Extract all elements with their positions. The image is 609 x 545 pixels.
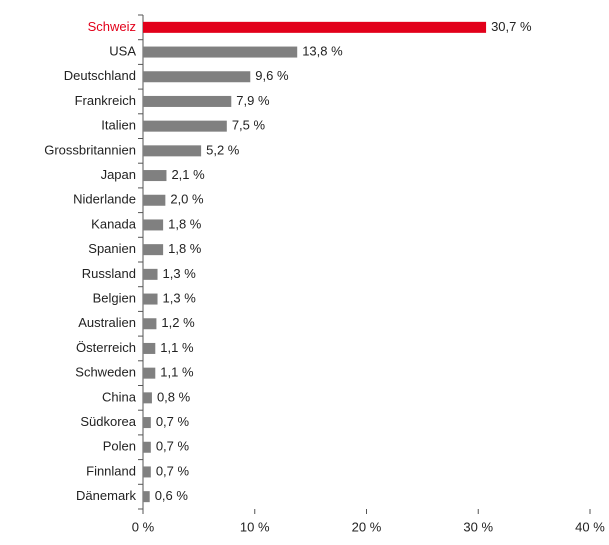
x-tick-label: 10 % bbox=[240, 519, 270, 534]
y-tick-label: Finnland bbox=[86, 463, 136, 478]
y-tick-label: Italien bbox=[101, 118, 136, 133]
value-label: 5,2 % bbox=[206, 142, 240, 157]
y-tick-label: Dänemark bbox=[76, 488, 136, 503]
bar bbox=[143, 120, 227, 132]
bar bbox=[143, 170, 167, 182]
bar bbox=[143, 194, 166, 206]
value-label: 7,9 % bbox=[236, 93, 270, 108]
bar bbox=[143, 318, 157, 330]
value-label: 0,7 % bbox=[156, 439, 190, 454]
value-label: 1,1 % bbox=[160, 365, 194, 380]
y-tick-label: Schweden bbox=[75, 365, 136, 380]
y-tick-label: Belgien bbox=[93, 290, 136, 305]
y-tick-label: Deutschland bbox=[64, 68, 136, 83]
y-tick-label: USA bbox=[109, 43, 136, 58]
y-tick-label: Australien bbox=[78, 315, 136, 330]
y-tick-label: Spanien bbox=[88, 241, 136, 256]
bar bbox=[143, 293, 158, 305]
bar bbox=[143, 219, 164, 231]
x-tick-label: 20 % bbox=[352, 519, 382, 534]
bar bbox=[143, 441, 151, 453]
bar bbox=[143, 145, 202, 157]
value-label: 0,7 % bbox=[156, 463, 190, 478]
y-tick-label: Japan bbox=[101, 167, 136, 182]
bar bbox=[143, 71, 251, 83]
y-tick-label: Russland bbox=[82, 266, 136, 281]
value-label: 0,7 % bbox=[156, 414, 190, 429]
y-tick-label: Polen bbox=[103, 439, 136, 454]
bar bbox=[143, 244, 164, 256]
value-label: 7,5 % bbox=[232, 118, 266, 133]
value-label: 0,6 % bbox=[155, 488, 189, 503]
bar bbox=[143, 367, 156, 379]
value-label: 1,1 % bbox=[160, 340, 194, 355]
value-label: 1,3 % bbox=[163, 290, 197, 305]
bar bbox=[143, 466, 151, 478]
value-label: 2,1 % bbox=[171, 167, 205, 182]
bar bbox=[143, 342, 156, 354]
y-tick-label: Kanada bbox=[91, 216, 137, 231]
x-tick-label: 40 % bbox=[575, 519, 605, 534]
x-tick-label: 0 % bbox=[132, 519, 155, 534]
bar bbox=[143, 392, 152, 404]
bar bbox=[143, 21, 487, 33]
y-tick-label: Frankreich bbox=[75, 93, 136, 108]
y-tick-label: Niderlande bbox=[73, 192, 136, 207]
bar bbox=[143, 417, 151, 429]
bar bbox=[143, 491, 150, 503]
value-label: 1,2 % bbox=[161, 315, 195, 330]
value-label: 13,8 % bbox=[302, 43, 343, 58]
bar bbox=[143, 46, 298, 58]
y-tick-label: China bbox=[102, 389, 137, 404]
y-tick-label: Grossbritannien bbox=[44, 142, 136, 157]
value-label: 9,6 % bbox=[255, 68, 289, 83]
y-tick-label: Südkorea bbox=[80, 414, 136, 429]
value-label: 0,8 % bbox=[157, 389, 191, 404]
bar bbox=[143, 268, 158, 280]
value-label: 1,8 % bbox=[168, 216, 202, 231]
value-label: 1,3 % bbox=[163, 266, 197, 281]
y-tick-label: Schweiz bbox=[88, 19, 136, 34]
y-tick-label: Österreich bbox=[76, 340, 136, 355]
value-label: 2,0 % bbox=[170, 192, 204, 207]
value-label: 1,8 % bbox=[168, 241, 202, 256]
x-tick-label: 30 % bbox=[463, 519, 493, 534]
bar bbox=[143, 95, 232, 107]
value-label: 30,7 % bbox=[491, 19, 532, 34]
